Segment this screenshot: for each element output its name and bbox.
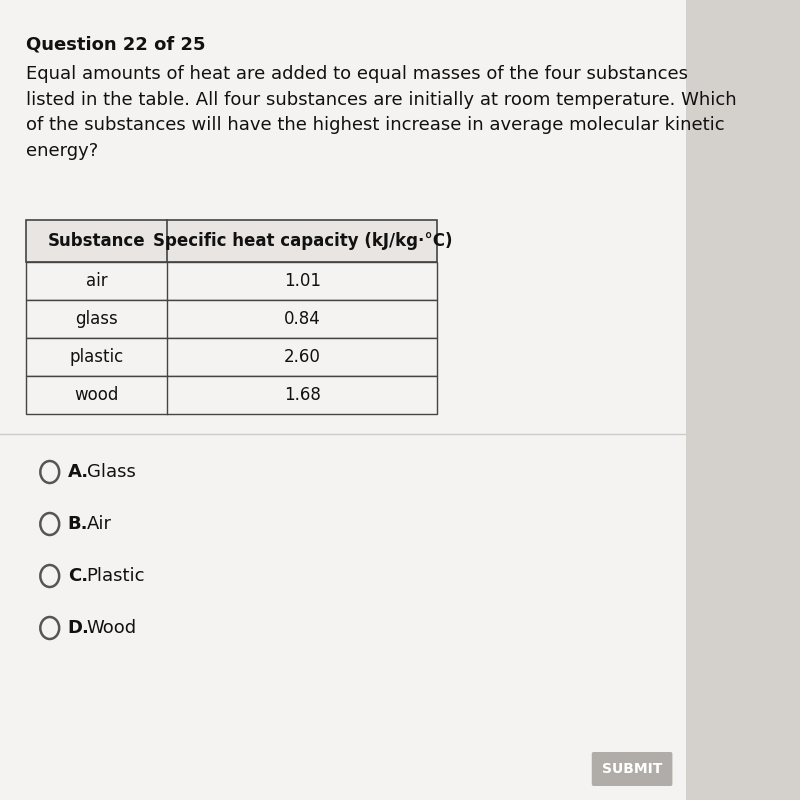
Text: Specific heat capacity (kJ/kg·°C): Specific heat capacity (kJ/kg·°C) — [153, 232, 452, 250]
Text: wood: wood — [74, 386, 118, 404]
Text: Question 22 of 25: Question 22 of 25 — [26, 35, 206, 53]
Text: plastic: plastic — [70, 348, 124, 366]
Text: 0.84: 0.84 — [284, 310, 321, 328]
Text: Equal amounts of heat are added to equal masses of the four substances
listed in: Equal amounts of heat are added to equal… — [26, 65, 736, 160]
Text: 1.01: 1.01 — [284, 272, 321, 290]
Text: Air: Air — [86, 515, 112, 533]
Text: 2.60: 2.60 — [284, 348, 321, 366]
Text: D.: D. — [68, 619, 90, 637]
FancyBboxPatch shape — [592, 752, 673, 786]
FancyBboxPatch shape — [0, 0, 686, 800]
FancyBboxPatch shape — [26, 262, 438, 300]
Text: Substance: Substance — [48, 232, 146, 250]
FancyBboxPatch shape — [26, 220, 438, 262]
Text: 1.68: 1.68 — [284, 386, 321, 404]
Text: Wood: Wood — [86, 619, 137, 637]
Text: Glass: Glass — [86, 463, 135, 481]
Text: B.: B. — [68, 515, 88, 533]
Text: SUBMIT: SUBMIT — [602, 762, 662, 776]
Text: C.: C. — [68, 567, 88, 585]
FancyBboxPatch shape — [26, 338, 438, 376]
Text: Plastic: Plastic — [86, 567, 145, 585]
Text: air: air — [86, 272, 107, 290]
FancyBboxPatch shape — [26, 376, 438, 414]
Text: A.: A. — [68, 463, 89, 481]
Text: glass: glass — [75, 310, 118, 328]
FancyBboxPatch shape — [26, 300, 438, 338]
